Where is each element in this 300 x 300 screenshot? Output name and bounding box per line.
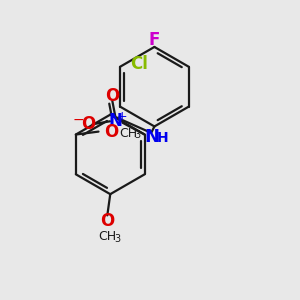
Text: N: N xyxy=(108,112,122,130)
Text: H: H xyxy=(157,131,169,145)
Text: N: N xyxy=(144,128,159,146)
Text: O: O xyxy=(82,115,96,133)
Text: CH: CH xyxy=(98,230,116,243)
Text: 3: 3 xyxy=(134,130,140,140)
Text: O: O xyxy=(105,87,119,105)
Text: CH: CH xyxy=(119,127,137,140)
Text: Cl: Cl xyxy=(130,55,148,73)
Text: 3: 3 xyxy=(115,234,121,244)
Text: O: O xyxy=(104,123,118,141)
Text: +: + xyxy=(116,110,127,123)
Text: −: − xyxy=(73,113,84,127)
Text: F: F xyxy=(149,31,160,49)
Text: O: O xyxy=(100,212,114,230)
